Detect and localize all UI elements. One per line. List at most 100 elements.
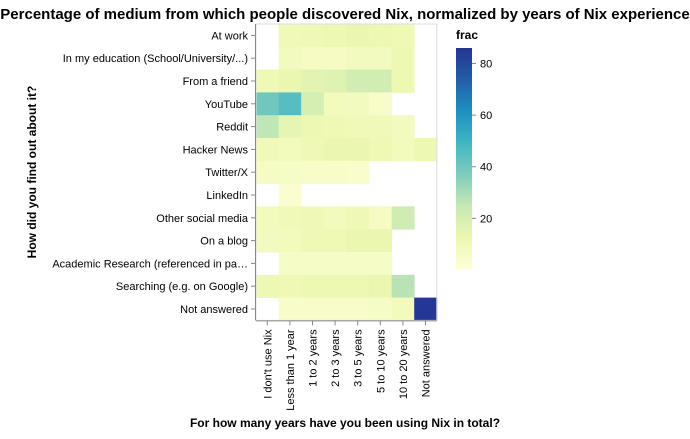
heatmap-cell-r10-c4 [346,252,370,276]
heatmap-cell-r2-c2 [301,69,325,93]
heatmap-cell-r6-c1 [278,160,302,184]
y-axis: At work In my education (School/Universit… [52,24,256,321]
heatmap-cell-r11-c0 [256,274,279,298]
x-tick-label-3-to-5-years: 3 to 5 years [353,329,365,387]
heatmap-cell-r2-c5 [369,69,392,93]
heatmap-cell-r0-c3 [323,24,347,48]
x-axis: I don't use Nix Less than 1 year 1 to 2 ye… [256,320,437,411]
heatmap-cell-r4-c2 [301,115,325,139]
legend-tick-label-80: 80 [480,58,492,70]
heatmap-cell-r5-c4 [346,138,370,162]
heatmap-cell-r6-c4 [346,160,370,184]
y-tick-label-in-my-education-school-university: In my education (School/University/...) [63,53,248,65]
heatmap-cell-r5-c6 [391,138,415,162]
legend-ticks: 20 40 60 80 [472,58,492,225]
y-tick-label-academic-research-referenced-in-pa: Academic Research (referenced in pa… [52,258,248,270]
heatmap-cell-r3-c3 [323,92,347,116]
heatmap-cell-r1-c3 [323,46,347,70]
heatmap-cell-r9-c5 [369,229,392,253]
heatmap-cell-r11-c4 [346,274,370,298]
heatmap-cell-r12-c3 [323,297,347,321]
heatmap-cell-r0-c6 [391,24,415,48]
heatmap-cell-r0-c1 [278,24,302,48]
heatmap-cell-r1-c4 [346,46,370,70]
heatmap-cell-r12-c1 [278,297,302,321]
heatmap-cell-r4-c5 [369,115,392,139]
heatmap-cell-r5-c5 [369,138,392,162]
heatmap-cell-r6-c0 [256,160,279,184]
heatmap-cell-r3-c0 [256,92,279,116]
legend-tick-label-40: 40 [480,162,492,174]
heatmap-cell-r3-c1 [278,92,302,116]
heatmap-cell-r5-c2 [301,138,325,162]
heatmap-cell-r0-c2 [301,24,325,48]
x-tick-label-not-answered: Not answered [421,329,433,397]
heatmap-cell-r4-c3 [323,115,347,139]
heatmap-cell-r10-c5 [369,252,392,276]
heatmap-cell-r3-c2 [301,92,325,116]
heatmap-cell-r12-c6 [391,297,415,321]
heatmap-cell-r10-c2 [301,252,325,276]
heatmap-cell-r2-c1 [278,69,302,93]
heatmap-cell-r11-c1 [278,274,302,298]
heatmap-cell-r9-c0 [256,229,279,253]
heatmap-cells [256,24,438,321]
heatmap-cell-r0-c4 [346,24,370,48]
x-tick-label-5-to-10-years: 5 to 10 years [375,329,387,393]
y-tick-label-from-a-friend: From a friend [183,76,248,88]
heatmap-cell-r11-c6 [391,274,415,298]
y-tick-label-other-social-media: Other social media [156,213,249,225]
heatmap-cell-r11-c2 [301,274,325,298]
heatmap-cell-r9-c2 [301,229,325,253]
heatmap-cell-r8-c3 [323,206,347,230]
heatmap-cell-r2-c4 [346,69,370,93]
heatmap-cell-r8-c0 [256,206,279,230]
heatmap-cell-r5-c1 [278,138,302,162]
x-tick-label-10-to-20-years: 10 to 20 years [398,329,410,399]
heatmap-cell-r12-c2 [301,297,325,321]
x-axis-title: For how many years have you been using N… [190,416,500,430]
y-tick-label-twitter-x: Twitter/X [205,167,248,179]
heatmap-cell-r5-c0 [256,138,279,162]
heatmap-cell-r5-c3 [323,138,347,162]
y-axis-title: How did you find out about it? [25,86,39,259]
heatmap-cell-r10-c1 [278,252,302,276]
heatmap-cell-r4-c6 [391,115,415,139]
y-tick-label-linkedin: LinkedIn [206,190,248,202]
heatmap-cell-r12-c4 [346,297,370,321]
heatmap-cell-r7-c1 [278,183,302,207]
heatmap-cell-r0-c5 [369,24,392,48]
heatmap-cell-r6-c2 [301,160,325,184]
heatmap-cell-r11-c5 [369,274,392,298]
x-tick-label-1-to-2-years: 1 to 2 years [308,329,320,387]
legend-title: frac [456,28,478,42]
heatmap-cell-r12-c7 [414,297,438,321]
heatmap-cell-r4-c1 [278,115,302,139]
y-tick-label-hacker-news: Hacker News [183,144,249,156]
heatmap-cell-r4-c4 [346,115,370,139]
y-tick-label-on-a-blog: On a blog [200,236,248,248]
heatmap-cell-r2-c6 [391,69,415,93]
heatmap-cell-r8-c5 [369,206,392,230]
x-tick-label-i-don-t-use-nix: I don't use Nix [262,329,274,399]
heatmap-cell-r3-c4 [346,92,370,116]
heatmap-cell-r9-c3 [323,229,347,253]
heatmap-cell-r5-c7 [414,138,438,162]
heatmap-cell-r11-c3 [323,274,347,298]
heatmap-cell-r2-c3 [323,69,347,93]
chart-title: Percentage of medium from which people d… [0,6,689,23]
heatmap-cell-r2-c0 [256,69,279,93]
y-tick-label-not-answered: Not answered [180,304,248,316]
heatmap-cell-r10-c3 [323,252,347,276]
heatmap-cell-r4-c0 [256,115,279,139]
heatmap-cell-r12-c5 [369,297,392,321]
heatmap-cell-r3-c5 [369,92,392,116]
x-tick-label-less-than-1-year: Less than 1 year [285,329,297,411]
legend-tick-label-20: 20 [480,213,492,225]
legend-tick-label-60: 60 [480,110,492,122]
heatmap-cell-r9-c4 [346,229,370,253]
heatmap-cell-r8-c4 [346,206,370,230]
color-legend: frac 20 40 60 80 [456,28,492,270]
